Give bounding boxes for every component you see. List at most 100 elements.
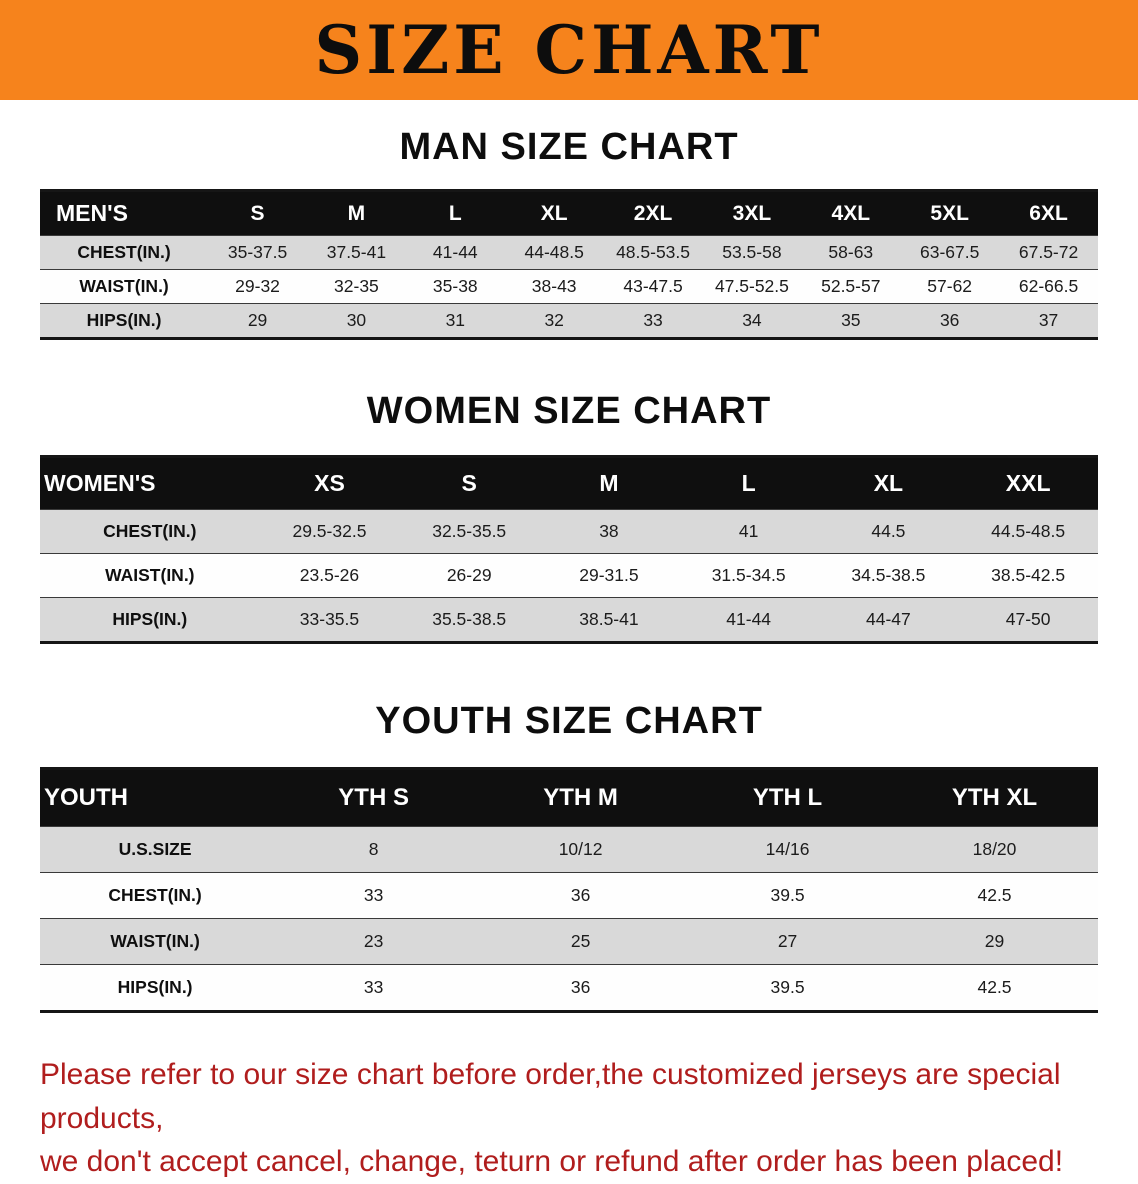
size-column-header: XS <box>259 456 400 510</box>
row-label: HIPS(IN.) <box>40 597 260 643</box>
size-cell: 14/16 <box>684 826 892 873</box>
size-cell: 38-43 <box>504 269 604 304</box>
youth-size-table-host: YOUTH YTH S YTH M YTH L YTH XL U.S.SIZE 8 10/12… <box>40 767 1098 1013</box>
size-cell: 18/20 <box>891 826 1098 873</box>
size-cell: 38.5-42.5 <box>958 553 1098 598</box>
size-cell: 36 <box>477 964 685 1012</box>
size-cell: 44-48.5 <box>504 235 604 270</box>
size-cell: 47.5-52.5 <box>702 269 802 304</box>
men-size-table: MEN'S S M L XL 2XL 3XL 4XL 5XL 6XL CHEST(IN.) 35-37… <box>40 189 1098 340</box>
women-size-table-host: WOMEN'S XS S M L XL XXL CHEST(IN.) 29.5-32.5 32.5… <box>40 455 1098 644</box>
size-cell: 10/12 <box>477 826 685 873</box>
size-cell: 38 <box>539 509 679 554</box>
youth-section-title: YOUTH SIZE CHART <box>375 700 763 742</box>
size-column-header: 4XL <box>801 190 901 236</box>
size-cell: 38.5-41 <box>539 597 679 643</box>
size-cell: 39.5 <box>684 872 892 919</box>
size-cell: 37.5-41 <box>306 235 406 270</box>
size-cell: 48.5-53.5 <box>603 235 703 270</box>
size-cell: 41-44 <box>405 235 505 270</box>
table-title-cell: YOUTH <box>40 768 271 827</box>
women-size-table: WOMEN'S XS S M L XL XXL CHEST(IN.) 29.5-32.5 32.5… <box>40 455 1098 644</box>
size-cell: 53.5-58 <box>702 235 802 270</box>
size-cell: 34.5-38.5 <box>818 553 959 598</box>
size-cell: 67.5-72 <box>999 235 1098 270</box>
disclaimer-line-2: we don't accept cancel, change, teturn o… <box>40 1145 1064 1178</box>
size-cell: 35-38 <box>405 269 505 304</box>
size-cell: 36 <box>477 872 685 919</box>
size-cell: 29-32 <box>208 269 307 304</box>
size-column-header: 2XL <box>603 190 703 236</box>
youth-size-table: YOUTH YTH S YTH M YTH L YTH XL U.S.SIZE 8 10/12… <box>40 767 1098 1013</box>
size-cell: 8 <box>270 826 478 873</box>
table-row: HIPS(IN.) 33 36 39.5 42.5 <box>40 964 1098 1012</box>
size-cell: 25 <box>477 918 685 965</box>
size-cell: 35 <box>801 303 901 339</box>
men-section-title: MAN SIZE CHART <box>399 126 739 168</box>
youth-size-table-wrap: YOUTH YTH S YTH M YTH L YTH XL U.S.SIZE 8 10/12… <box>40 767 1098 1013</box>
size-cell: 32.5-35.5 <box>399 509 540 554</box>
size-column-header: S <box>208 190 307 236</box>
header-row: YOUTH YTH S YTH M YTH L YTH XL <box>40 768 1098 827</box>
size-cell: 36 <box>900 303 1000 339</box>
disclaimer: Please refer to our size chart before or… <box>0 1053 1138 1184</box>
men-size-section: MAN SIZE CHART MEN'S S M L XL 2XL 3XL 4XL 5XL 6XL… <box>0 126 1138 340</box>
size-cell: 35-37.5 <box>208 235 307 270</box>
size-cell: 35.5-38.5 <box>399 597 540 643</box>
size-column-header: 3XL <box>702 190 802 236</box>
size-column-header: YTH M <box>477 768 685 827</box>
table-row: CHEST(IN.) 33 36 39.5 42.5 <box>40 872 1098 919</box>
row-label: CHEST(IN.) <box>40 509 260 554</box>
row-label: HIPS(IN.) <box>40 964 271 1012</box>
table-row: HIPS(IN.) 33-35.5 35.5-38.5 38.5-41 41-44 44-… <box>40 597 1098 643</box>
size-cell: 33 <box>270 964 478 1012</box>
size-cell: 39.5 <box>684 964 892 1012</box>
size-cell: 29.5-32.5 <box>259 509 400 554</box>
size-cell: 62-66.5 <box>999 269 1098 304</box>
table-title-cell: WOMEN'S <box>40 456 260 510</box>
size-cell: 42.5 <box>891 872 1098 919</box>
size-cell: 34 <box>702 303 802 339</box>
row-label: WAIST(IN.) <box>40 553 260 598</box>
table-row: U.S.SIZE 8 10/12 14/16 18/20 <box>40 826 1098 873</box>
row-label: CHEST(IN.) <box>40 872 271 919</box>
table-row: WAIST(IN.) 23 25 27 29 <box>40 918 1098 965</box>
size-cell: 41-44 <box>678 597 819 643</box>
size-cell: 47-50 <box>958 597 1098 643</box>
size-column-header: YTH S <box>270 768 478 827</box>
size-cell: 32-35 <box>306 269 406 304</box>
men-size-table-host: MEN'S S M L XL 2XL 3XL 4XL 5XL 6XL CHEST(IN.) 35-37… <box>40 189 1098 340</box>
table-row: WAIST(IN.) 23.5-26 26-29 29-31.5 31.5-34.5 34… <box>40 553 1098 598</box>
table-row: CHEST(IN.) 29.5-32.5 32.5-35.5 38 41 44.5 44.5… <box>40 509 1098 554</box>
size-chart-content: MAN SIZE CHART MEN'S S M L XL 2XL 3XL 4XL 5XL 6XL… <box>0 126 1138 1184</box>
banner: SIZE CHART <box>0 0 1138 100</box>
size-cell: 31 <box>405 303 505 339</box>
size-column-header: M <box>306 190 406 236</box>
size-column-header: M <box>539 456 679 510</box>
women-size-section: WOMEN SIZE CHART WOMEN'S XS S M L XL XXL CHEST(… <box>0 390 1138 644</box>
size-cell: 33 <box>603 303 703 339</box>
size-cell: 63-67.5 <box>900 235 1000 270</box>
disclaimer-line-1: Please refer to our size chart before or… <box>40 1058 1061 1135</box>
size-cell: 26-29 <box>399 553 540 598</box>
size-cell: 37 <box>999 303 1098 339</box>
table-row: HIPS(IN.) 29 30 31 32 33 34 35 36 37 <box>40 303 1098 339</box>
size-cell: 43-47.5 <box>603 269 703 304</box>
size-cell: 30 <box>306 303 406 339</box>
women-size-table-wrap: WOMEN'S XS S M L XL XXL CHEST(IN.) 29.5-32.5 32.5… <box>40 455 1098 644</box>
row-label: CHEST(IN.) <box>40 235 209 270</box>
size-column-header: L <box>678 456 819 510</box>
size-column-header: YTH L <box>684 768 892 827</box>
row-label: WAIST(IN.) <box>40 269 209 304</box>
table-row: WAIST(IN.) 29-32 32-35 35-38 38-43 43-47.5 47.… <box>40 269 1098 304</box>
header-row: MEN'S S M L XL 2XL 3XL 4XL 5XL 6XL <box>40 190 1098 236</box>
size-cell: 44-47 <box>818 597 959 643</box>
size-column-header: S <box>399 456 540 510</box>
size-cell: 57-62 <box>900 269 1000 304</box>
youth-size-section: YOUTH SIZE CHART YOUTH YTH S YTH M YTH L YTH… <box>0 700 1138 1013</box>
size-cell: 41 <box>678 509 819 554</box>
size-cell: 29 <box>891 918 1098 965</box>
table-title-cell: MEN'S <box>40 190 209 236</box>
size-cell: 27 <box>684 918 892 965</box>
size-cell: 44.5-48.5 <box>958 509 1098 554</box>
